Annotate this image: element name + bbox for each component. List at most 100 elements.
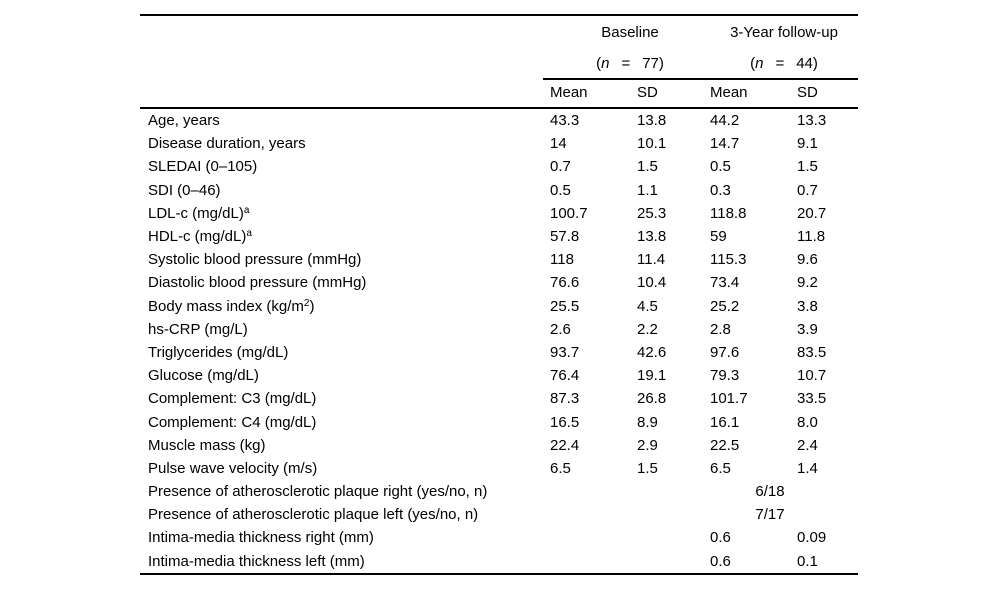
row-label: Pulse wave velocity (m/s) <box>148 459 318 477</box>
value-cell: 59 <box>710 228 727 246</box>
label-superscript: 2 <box>303 297 310 309</box>
table-row: LDL-c (mg/dL)a 100.7 25.3 118.8 20.7 <box>140 202 858 225</box>
value-cell: 2.4 <box>797 436 818 454</box>
value-cell: 25.2 <box>710 297 740 315</box>
n-equals: = <box>621 54 631 72</box>
row-label: Presence of atherosclerotic plaque left … <box>148 506 479 524</box>
row-label: HDL-c (mg/dL)a <box>148 228 252 246</box>
row-label: Muscle mass (kg) <box>148 436 266 454</box>
value-cell: 79.3 <box>710 367 740 385</box>
table-header: Baseline 3-Year follow-up (n = 77) (n = 44) … <box>140 16 858 109</box>
row-label: Glucose (mg/dL) <box>148 367 259 385</box>
value-cell: 76.6 <box>550 274 580 292</box>
row-label: Diastolic blood pressure (mmHg) <box>148 274 367 292</box>
value-cell: 14.7 <box>710 135 740 153</box>
table-row: Disease duration, years 14 10.1 14.7 9.1 <box>140 132 858 155</box>
value-cell: 1.5 <box>637 158 658 176</box>
table-row: SLEDAI (0–105) 0.7 1.5 0.5 1.5 <box>140 155 858 178</box>
column-header-row: Mean SD Mean SD <box>140 78 858 107</box>
n-value: 77) <box>642 54 664 72</box>
column-header-followup-sd: SD <box>797 84 818 101</box>
value-cell: 13.8 <box>637 228 667 246</box>
value-cell: 57.8 <box>550 228 580 246</box>
n-symbol: n <box>755 54 764 72</box>
value-cell: 3.9 <box>797 320 818 338</box>
n-open: ( <box>750 54 756 72</box>
group-n-baseline: (n = 77) <box>550 56 710 71</box>
value-cell: 8.0 <box>797 413 818 431</box>
value-cell: 0.5 <box>550 181 571 199</box>
value-cell: 16.5 <box>550 413 580 431</box>
value-cell: 25.5 <box>550 297 580 315</box>
table-row: SDI (0–46) 0.5 1.1 0.3 0.7 <box>140 179 858 202</box>
row-label: LDL-c (mg/dL)a <box>148 204 250 222</box>
value-cell: 8.9 <box>637 413 658 431</box>
table-row: Complement: C3 (mg/dL) 87.3 26.8 101.7 33.5 <box>140 387 858 410</box>
value-cell: 76.4 <box>550 367 580 385</box>
group-title-row: Baseline 3-Year follow-up <box>140 16 858 48</box>
row-label: Disease duration, years <box>148 135 306 153</box>
n-value: 44) <box>796 54 818 72</box>
value-cell: 11.8 <box>797 228 826 246</box>
value-cell: 83.5 <box>797 343 827 361</box>
value-cell: 97.6 <box>710 343 740 361</box>
n-open: ( <box>596 54 602 72</box>
row-label: Triglycerides (mg/dL) <box>148 343 289 361</box>
value-cell: 1.1 <box>637 181 658 199</box>
value-cell: 115.3 <box>710 251 747 269</box>
value-cell: 26.8 <box>637 390 667 408</box>
n-equals: = <box>775 54 785 72</box>
value-cell: 14 <box>550 135 567 153</box>
row-label: Systolic blood pressure (mmHg) <box>148 251 362 269</box>
row-label: Complement: C3 (mg/dL) <box>148 390 317 408</box>
value-cell: 9.2 <box>797 274 818 292</box>
followup-merged-value-cell: 6/18 <box>755 483 785 501</box>
table-row: Intima-media thickness right (mm) 0.6 0.09 <box>140 526 858 549</box>
table-row: hs-CRP (mg/L) 2.6 2.2 2.8 3.9 <box>140 318 858 341</box>
row-label: hs-CRP (mg/L) <box>148 320 248 338</box>
group-n-row: (n = 77) (n = 44) <box>140 48 858 78</box>
value-cell: 0.3 <box>710 181 731 199</box>
value-cell: 0.1 <box>797 552 818 570</box>
table-row: Pulse wave velocity (m/s) 6.5 1.5 6.5 1.4 <box>140 457 858 480</box>
value-cell: 10.7 <box>797 367 827 385</box>
table-row: Intima-media thickness left (mm) 0.6 0.1 <box>140 550 858 573</box>
row-label: Age, years <box>148 112 220 130</box>
column-header-baseline-sd: SD <box>637 84 658 101</box>
table-row: Age, years 43.3 13.8 44.2 13.3 <box>140 109 858 132</box>
label-superscript: a <box>243 204 250 216</box>
value-cell: 73.4 <box>710 274 740 292</box>
value-cell: 0.5 <box>710 158 731 176</box>
group-header-followup: 3-Year follow-up <box>730 23 838 41</box>
value-cell: 2.2 <box>637 320 658 338</box>
header-divider-rule <box>543 78 858 80</box>
row-label: Intima-media thickness left (mm) <box>148 552 365 570</box>
table-row: Presence of atherosclerotic plaque right… <box>140 480 858 503</box>
table-row: Glucose (mg/dL) 76.4 19.1 79.3 10.7 <box>140 364 858 387</box>
value-cell: 6.5 <box>550 459 571 477</box>
table-body: Age, years 43.3 13.8 44.2 13.3 Disease durati… <box>140 109 858 575</box>
value-cell: 0.7 <box>550 158 571 176</box>
value-cell: 118 <box>550 251 574 269</box>
row-label: Body mass index (kg/m2) <box>148 297 315 315</box>
value-cell: 22.5 <box>710 436 740 454</box>
column-header-baseline-mean: Mean <box>550 84 588 101</box>
group-header-baseline: Baseline <box>601 23 659 41</box>
table-row: Muscle mass (kg) 22.4 2.9 22.5 2.4 <box>140 434 858 457</box>
row-label: Intima-media thickness right (mm) <box>148 529 374 547</box>
table-row: Systolic blood pressure (mmHg) 118 11.4 115… <box>140 248 858 271</box>
value-cell: 101.7 <box>710 390 748 408</box>
table-row: Diastolic blood pressure (mmHg) 76.6 10.4 7… <box>140 271 858 294</box>
value-cell: 22.4 <box>550 436 580 454</box>
value-cell: 3.8 <box>797 297 818 315</box>
value-cell: 13.8 <box>637 112 667 130</box>
table-row: HDL-c (mg/dL)a 57.8 13.8 59 11.8 <box>140 225 858 248</box>
row-label: Complement: C4 (mg/dL) <box>148 413 317 431</box>
value-cell: 42.6 <box>637 343 667 361</box>
value-cell: 33.5 <box>797 390 827 408</box>
table-row: Complement: C4 (mg/dL) 16.5 8.9 16.1 8.0 <box>140 410 858 433</box>
value-cell: 2.8 <box>710 320 731 338</box>
value-cell: 1.5 <box>637 459 658 477</box>
row-label: Presence of atherosclerotic plaque right… <box>148 483 488 501</box>
